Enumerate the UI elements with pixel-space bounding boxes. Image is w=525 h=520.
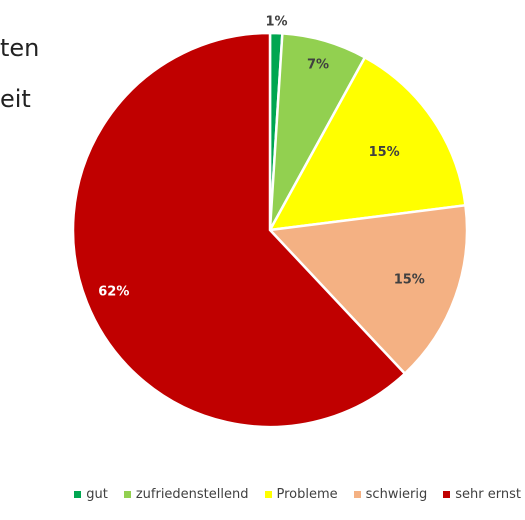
pie-label-probleme: 15% [369,145,400,160]
legend-swatch-zufriedenstellend [123,491,131,498]
chart-legend: gut zufriedenstellend Probleme schwierig… [0,487,525,502]
legend-item-sehr-ernst: sehr ernst [443,487,521,502]
legend-label-gut: gut [86,487,108,502]
legend-swatch-sehr-ernst [443,491,451,498]
legend-label-zufriedenstellend: zufriedenstellend [135,487,249,502]
legend-label-probleme: Probleme [276,487,338,502]
legend-swatch-schwierig [353,491,361,498]
legend-label-sehr-ernst: sehr ernst [455,487,521,502]
legend-swatch-gut [74,491,82,498]
pie-slice-schwierig [267,203,469,376]
legend-item-schwierig: schwierig [353,487,428,502]
pie-slices [71,31,469,429]
legend-item-zufriedenstellend: zufriedenstellend [123,487,249,502]
pie-slice-probleme [267,55,467,232]
legend-item-probleme: Probleme [264,487,338,502]
pie-labels: 1% 7% 15% 15% 62% [98,15,425,300]
pie-chart: 1% 7% 15% 15% 62% [71,15,469,429]
legend-item-gut: gut [74,487,108,502]
legend-label-schwierig: schwierig [365,487,428,502]
background-text-line-2: eit [0,85,31,113]
legend-swatch-probleme [264,491,272,498]
pie-label-zufriedenstellend: 7% [307,57,329,72]
pie-label-sehr-ernst: 62% [98,284,129,299]
pie-label-schwierig: 15% [394,273,425,288]
pie-slice-sehr-ernst [71,31,407,429]
pie-label-gut: 1% [265,15,287,30]
background-text-line-1: ten [0,34,40,62]
